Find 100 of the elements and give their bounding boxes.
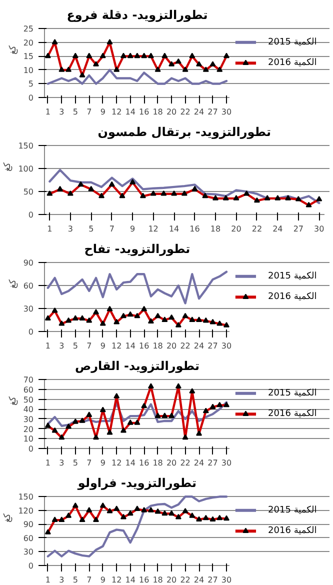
legend-label: 2016 الكمية <box>268 58 317 68</box>
y-tick-label: 70 <box>23 376 34 385</box>
x-tick-label: 9 <box>100 458 106 468</box>
y-tick-label: 0 <box>28 328 34 336</box>
x-tick-label: 7 <box>86 458 92 468</box>
x-tick-label: 14 <box>125 108 136 116</box>
x-tick-label: 18 <box>210 224 221 234</box>
x-tick-label: 20 <box>231 224 242 234</box>
y-tick-label: 150 <box>18 492 34 502</box>
x-tick-label: 18 <box>152 108 163 116</box>
x-tick-label: 5 <box>72 576 78 584</box>
y-tick-label: 0 <box>28 210 34 220</box>
chart-title: تطورالتزويد- برتقال طمسون <box>98 124 272 139</box>
x-tick-label: 22 <box>180 108 190 116</box>
x-tick-label: 30 <box>221 108 232 116</box>
x-tick-label: 20 <box>166 342 177 350</box>
x-tick-label: 16 <box>138 342 150 350</box>
x-tick-label: 14 <box>168 224 180 234</box>
x-tick-label: 24 <box>194 342 204 350</box>
legend-label: 2016 الكمية <box>268 526 317 536</box>
x-tick-label: 16 <box>138 576 150 584</box>
x-tick-label: 1 <box>47 224 52 234</box>
x-tick-label: 24 <box>194 108 204 116</box>
x-tick-label: 5 <box>88 224 94 234</box>
x-tick-label: 30 <box>221 576 232 584</box>
x-tick-label: 7 <box>86 576 92 584</box>
x-tick-label: 1 <box>45 458 50 468</box>
chart-title: تطورالتزويد- القارص <box>74 358 200 373</box>
x-tick-label: 24 <box>272 224 283 234</box>
x-tick-label: 27 <box>208 458 218 468</box>
x-tick-label: 9 <box>130 224 136 234</box>
x-tick-label: 3 <box>59 108 64 116</box>
x-tick-label: 18 <box>152 576 163 584</box>
x-tick-label: 22 <box>180 342 190 350</box>
text: 2015 الكمية <box>268 388 317 398</box>
x-tick-label: 9 <box>100 576 106 584</box>
line-series <box>46 270 228 304</box>
x-tick-label: 30 <box>314 224 324 234</box>
line-series <box>46 68 228 85</box>
x-tick-label: 3 <box>59 576 64 584</box>
x-tick-label: 12 <box>112 458 122 468</box>
x-tick-label: 16 <box>138 108 150 116</box>
x-tick-label: 12 <box>148 224 158 234</box>
y-tick-label: 60 <box>23 282 34 291</box>
y-tick-label: 25 <box>23 24 34 34</box>
x-tick-label: 5 <box>72 342 78 350</box>
x-tick-label: 30 <box>221 458 232 468</box>
x-tick-label: 9 <box>100 108 106 116</box>
x-tick-label: 5 <box>72 458 78 468</box>
x-tick-label: 12 <box>112 342 122 350</box>
x-tick-label: 7 <box>86 108 92 116</box>
x-tick-label: 24 <box>194 458 204 468</box>
x-tick-label: 22 <box>252 224 262 234</box>
y-tick-label: 60 <box>23 534 34 543</box>
x-tick-label: 7 <box>109 224 114 234</box>
x-tick-label: 20 <box>166 576 177 584</box>
y-tick-label: 5 <box>28 80 34 89</box>
x-tick-label: 14 <box>125 342 136 350</box>
legend-label: 2016 الكمية <box>268 409 317 420</box>
y-tick-label: 15 <box>23 52 34 62</box>
y-tick-label: 120 <box>18 506 34 516</box>
legend-label: 2015 الكمية <box>268 37 317 48</box>
x-tick-label: 9 <box>100 342 106 350</box>
y-tick-label: 30 <box>23 304 34 314</box>
y-tick-label: 20 <box>23 38 34 48</box>
x-tick-label: 22 <box>180 576 190 584</box>
x-tick-label: 3 <box>59 458 64 468</box>
x-tick-label: 12 <box>112 108 122 116</box>
text: 2015 الكمية <box>268 505 317 516</box>
y-tick-label: 20 <box>23 424 34 434</box>
x-tick-label: 12 <box>112 576 122 584</box>
x-tick-label: 27 <box>208 108 218 116</box>
x-tick-label: 27 <box>293 224 304 234</box>
x-tick-label: 22 <box>180 458 190 468</box>
y-tick-label: 50 <box>23 395 34 404</box>
x-tick-label: 18 <box>152 342 163 350</box>
chart-title: تطورالتزويد- دقلة فروع <box>66 8 208 22</box>
y-tick-label: 150 <box>18 142 34 151</box>
line-series <box>46 496 228 558</box>
y-tick-label: 0 <box>28 562 34 570</box>
y-tick-label: 100 <box>18 164 34 174</box>
y-tick-label: 40 <box>23 405 34 414</box>
legend-label: 2016 الكمية <box>268 292 317 302</box>
x-tick-label: 3 <box>68 224 73 234</box>
x-tick-label: 18 <box>152 458 163 468</box>
y-tick-label: 10 <box>23 66 34 75</box>
legend-label: 2015 الكمية <box>268 271 317 282</box>
chart-title: تطورالتزويد- فراولو <box>76 476 197 490</box>
x-tick-label: 14 <box>125 458 136 468</box>
y-tick-label: 10 <box>23 434 34 444</box>
x-tick-label: 14 <box>125 576 136 584</box>
y-tick-label: 0 <box>28 94 34 102</box>
y-axis-title: كغ <box>8 278 18 289</box>
x-tick-label: 24 <box>194 576 204 584</box>
y-tick-label: 0 <box>28 444 34 454</box>
y-tick-label: 30 <box>23 548 34 557</box>
line-series <box>48 168 320 204</box>
y-tick-label: 60 <box>23 385 34 394</box>
x-tick-label: 20 <box>166 458 177 468</box>
y-tick-label: 30 <box>23 414 34 424</box>
